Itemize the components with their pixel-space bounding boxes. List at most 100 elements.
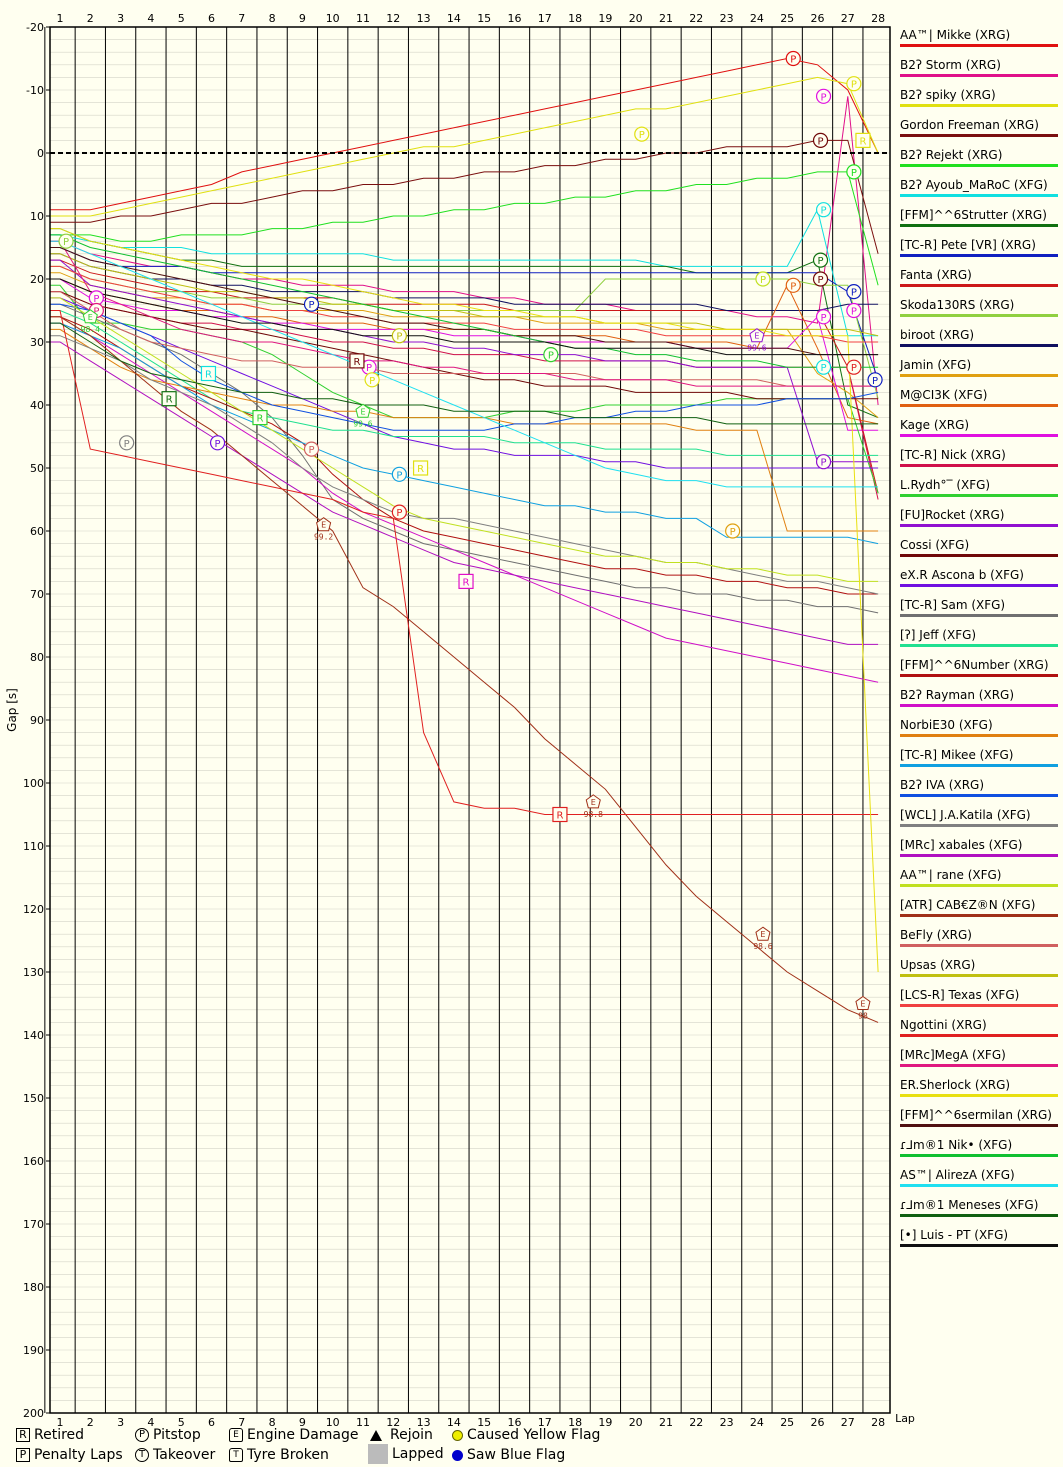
x-tick-label-bottom: 14 — [447, 1416, 461, 1429]
marker-letter: P — [215, 439, 221, 450]
legend-item: eX.R Ascona b (XFG) — [900, 565, 1058, 595]
marker-letter: P — [396, 332, 402, 343]
marker-letter: P — [821, 363, 827, 374]
retired-marker — [552, 806, 568, 823]
legend-swatch — [900, 494, 1058, 497]
marker-letter: R — [353, 357, 360, 368]
series-line-3 — [50, 139, 879, 254]
y-tick-label: 160 — [23, 1155, 44, 1168]
marker-letter: R — [257, 414, 264, 425]
legend-label: [MRc]MegA (XFG) — [900, 1048, 1006, 1062]
legend-swatch — [900, 884, 1058, 887]
legend-label: [FFM]^^6Number (XRG) — [900, 658, 1049, 672]
marker-letter: P — [63, 237, 69, 248]
retired-marker — [412, 460, 429, 476]
x-tick-label-bottom: 7 — [238, 1416, 245, 1429]
legend-label: [FFM]^^6sermilan (XRG) — [900, 1108, 1052, 1122]
key-tyre-broken-label: Tyre Broken — [247, 1447, 329, 1463]
blue-flag-icon — [452, 1449, 463, 1461]
pitstop-marker — [846, 76, 862, 92]
legend-swatch — [900, 74, 1058, 77]
legend-label: [TC-R] Mikee (XFG) — [900, 748, 1014, 762]
y-tick-label: 150 — [23, 1092, 44, 1105]
legend-label: B2ʔ Rayman (XRG) — [900, 688, 1015, 702]
marker-letter: P — [851, 307, 857, 318]
x-tick-label-bottom: 26 — [811, 1416, 825, 1429]
legend-item: [•] Luis - PT (XFG) — [900, 1225, 1058, 1255]
engine-damage-letter: E — [360, 407, 365, 416]
retired-marker — [855, 132, 871, 148]
key-pitstop-label: Pitstop — [153, 1427, 201, 1443]
x-tick-label-bottom: 20 — [629, 1416, 643, 1429]
legend-item: B2ʔ Ayoub_MaRoC (XFG) — [900, 175, 1058, 205]
engine-damage-value: 98.4 — [81, 325, 100, 334]
legend-item: B2ʔ Rayman (XRG) — [900, 685, 1058, 715]
marker-letter: P — [396, 508, 402, 519]
legend-label: M@CI3K (XFG) — [900, 388, 988, 402]
marker-letter: R — [463, 577, 470, 588]
x-tick-label-bottom: 19 — [598, 1416, 612, 1429]
x-tick-label-bottom: 1 — [57, 1416, 64, 1429]
x-tick-label-top: 22 — [689, 12, 703, 25]
legend-item: Ngottini (XRG) — [900, 1015, 1058, 1045]
legend-swatch — [900, 644, 1058, 647]
pitstop-marker — [812, 132, 829, 148]
legend-item: [TC-R] Pete [VR] (XRG) — [900, 235, 1058, 265]
marker-letter: P — [639, 130, 645, 141]
y-tick-label: 180 — [23, 1281, 44, 1294]
legend-label: [FFM]^^6Strutter (XRG) — [900, 208, 1047, 222]
legend-label: [TC-R] Nick (XRG) — [900, 448, 1006, 462]
x-tick-label-bottom: 3 — [117, 1416, 124, 1429]
symbol-key: R Retired P Pitstop E Engine Damage Rejo… — [0, 1426, 660, 1466]
retired-marker — [458, 573, 474, 590]
legend-label: [TC-R] Pete [VR] (XRG) — [900, 238, 1036, 252]
marker-letter: P — [818, 275, 824, 286]
legend-swatch — [900, 1094, 1058, 1097]
x-tick-label-bottom: 4 — [147, 1416, 154, 1429]
pitstop-icon: P — [135, 1428, 149, 1442]
key-saw-blue: Saw Blue Flag — [452, 1447, 565, 1463]
series-line-18 — [50, 297, 879, 469]
series-line-34 — [50, 240, 879, 387]
marker-letter: P — [818, 256, 824, 267]
key-tyre-broken: T Tyre Broken — [229, 1447, 329, 1463]
pitstop-marker — [785, 50, 801, 67]
legend-swatch — [900, 1184, 1058, 1187]
legend-label: Skoda130RS (XRG) — [900, 298, 1015, 312]
x-tick-label-top: 10 — [326, 12, 340, 25]
key-retired: R Retired — [16, 1427, 84, 1443]
x-tick-label-bottom: 12 — [386, 1416, 400, 1429]
legend-label: B2ʔ Storm (XRG) — [900, 58, 1001, 72]
pitstop-marker — [303, 441, 320, 457]
key-penalty-label: Penalty Laps — [34, 1447, 123, 1463]
marker-letter: P — [308, 445, 314, 456]
y-tick-label: 70 — [30, 588, 44, 601]
x-tick-label-top: 12 — [386, 12, 400, 25]
series-line-27 — [50, 341, 879, 645]
legend-swatch — [900, 134, 1058, 137]
y-tick-label: 10 — [30, 210, 44, 223]
lapped-swatch — [368, 1444, 388, 1464]
legend-swatch — [900, 1064, 1058, 1067]
legend-item: ɾ⅃m®1 Nik• (XFG) — [900, 1135, 1058, 1165]
retired-marker — [161, 391, 177, 407]
engine-damage-letter: E — [754, 332, 759, 341]
legend-item: Cossi (XFG) — [900, 535, 1058, 565]
x-tick-label-bottom: 6 — [208, 1416, 215, 1429]
legend-label: B2ʔ IVA (XRG) — [900, 778, 985, 792]
pitstop-marker — [812, 271, 829, 287]
marker-letter: P — [821, 313, 827, 324]
legend-item: ɾ⅃m®1 Meneses (XFG) — [900, 1195, 1058, 1225]
pitstop-marker — [58, 233, 74, 249]
y-tick-label: 140 — [23, 1029, 44, 1042]
key-caused-yellow-label: Caused Yellow Flag — [467, 1427, 601, 1443]
legend-label: AA™| rane (XFG) — [900, 868, 1002, 882]
legend-item: ER.Sherlock (XRG) — [900, 1075, 1058, 1105]
legend-item: [MRc]MegA (XFG) — [900, 1045, 1058, 1075]
legend-swatch — [900, 1154, 1058, 1157]
rejoin-icon — [370, 1429, 382, 1441]
x-tick-label-top: 26 — [811, 12, 825, 25]
legend-item: NorbiE30 (XFG) — [900, 715, 1058, 745]
legend-swatch — [900, 194, 1058, 197]
